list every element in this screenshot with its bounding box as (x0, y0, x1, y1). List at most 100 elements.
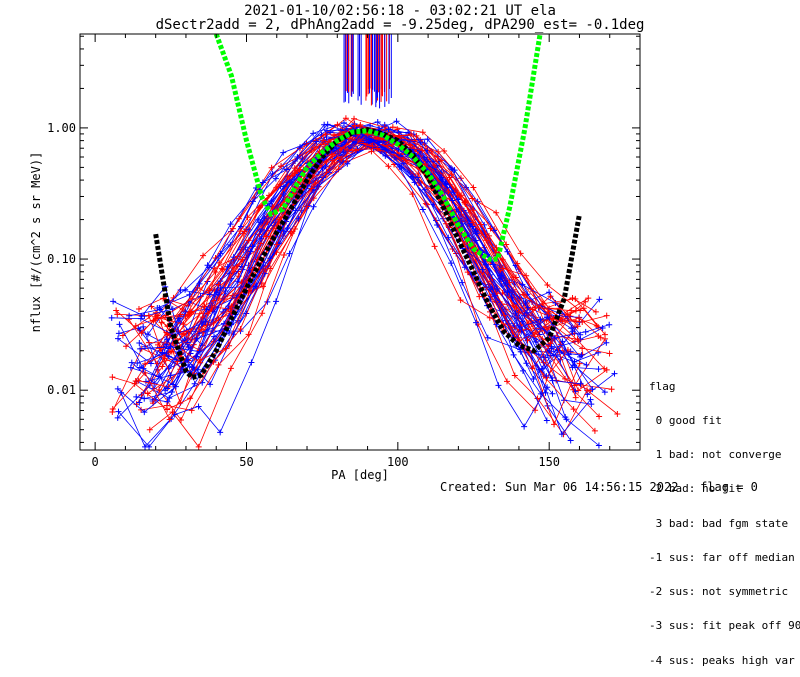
data-point-marker (308, 185, 315, 192)
data-point-marker (385, 163, 392, 170)
data-point-marker (237, 228, 244, 235)
data-point-marker (240, 230, 247, 237)
data-point-marker (500, 265, 507, 272)
data-point-marker (280, 228, 287, 235)
data-point-marker (218, 265, 225, 272)
data-point-marker (476, 293, 483, 300)
data-point-marker (523, 309, 530, 316)
data-point-marker (256, 204, 263, 211)
data-point-marker (487, 286, 494, 293)
data-point-marker (185, 343, 192, 350)
data-point-marker (424, 136, 431, 143)
data-point-marker (357, 121, 364, 128)
data-point-marker (222, 288, 229, 295)
data-point-marker (382, 146, 389, 153)
data-point-marker (114, 414, 121, 421)
data-point-marker (110, 298, 117, 305)
data-point-marker (115, 335, 122, 342)
data-point-marker (140, 323, 147, 330)
data-point-marker (222, 345, 229, 352)
data-point-marker (199, 314, 206, 321)
data-point-marker (428, 148, 435, 155)
data-group (108, 34, 621, 450)
data-point-marker (182, 313, 189, 320)
footer-flag: flag = 0 (700, 480, 758, 494)
data-point-marker (167, 372, 174, 379)
measured-curve (137, 129, 546, 394)
data-point-marker (188, 407, 195, 414)
data-point-marker (267, 265, 274, 272)
data-point-marker (457, 175, 464, 182)
footer-created: Created: Sun Mar 06 14:56:15 2022 (440, 480, 679, 494)
data-point-marker (519, 318, 526, 325)
data-point-marker (504, 378, 511, 385)
data-point-marker (267, 255, 274, 262)
data-point-marker (268, 198, 275, 205)
data-point-marker (263, 233, 270, 240)
data-point-marker (596, 296, 603, 303)
data-point-marker (202, 318, 209, 325)
data-point-marker (572, 295, 579, 302)
data-point-marker (583, 361, 590, 368)
y-axis-label: nflux [#/(cm^2 s sr MeV)] (29, 152, 43, 333)
data-point-marker (544, 313, 551, 320)
data-point-marker (565, 351, 572, 358)
data-point-marker (141, 409, 148, 416)
data-point-marker (461, 264, 468, 271)
data-point-marker (280, 149, 287, 156)
data-point-marker (495, 382, 502, 389)
data-point-marker (280, 190, 287, 197)
data-point-marker (549, 377, 556, 384)
data-point-marker (131, 380, 138, 387)
data-point-marker (283, 166, 290, 173)
data-point-marker (587, 396, 594, 403)
data-point-marker (334, 121, 341, 128)
data-point-marker (532, 304, 539, 311)
data-point-marker (249, 198, 256, 205)
data-point-marker (445, 234, 452, 241)
data-point-marker (211, 333, 218, 340)
data-point-marker (236, 215, 243, 222)
data-point-marker (551, 334, 558, 341)
data-point-marker (545, 310, 552, 317)
data-point-marker (532, 338, 539, 345)
measured-curve (154, 138, 592, 405)
data-point-marker (515, 266, 522, 273)
data-point-marker (498, 300, 505, 307)
data-point-marker (602, 331, 609, 338)
data-point-marker (579, 318, 586, 325)
data-point-marker (205, 264, 212, 271)
data-point-marker (595, 349, 602, 356)
legend-item: -3 sus: fit peak off 90 (649, 619, 800, 633)
data-point-marker (328, 151, 335, 158)
data-point-marker (338, 156, 345, 163)
data-point-marker (259, 283, 266, 290)
legend-item: 2 bad: no fit (649, 482, 742, 496)
data-point-marker (608, 386, 615, 393)
data-point-marker (187, 395, 194, 402)
data-point-marker (548, 345, 555, 352)
data-point-marker (189, 364, 196, 371)
data-point-marker (445, 188, 452, 195)
data-point-marker (448, 260, 455, 267)
data-point-marker (446, 174, 453, 181)
data-point-marker (595, 366, 602, 373)
data-point-marker (421, 140, 428, 147)
data-point-marker (144, 390, 151, 397)
data-point-marker (227, 221, 234, 228)
data-point-marker (596, 413, 603, 420)
data-point-marker (438, 157, 445, 164)
measured-curve (120, 128, 600, 448)
legend-item: -2 sus: not symmetric (649, 585, 789, 599)
data-point-marker (614, 411, 621, 418)
chart-title-line2: dSectr2add = 2, dPhAng2add = -9.25deg, d… (155, 17, 645, 33)
data-point-marker (275, 216, 282, 223)
data-point-marker (310, 203, 317, 210)
data-point-marker (215, 361, 222, 368)
data-point-marker (574, 323, 581, 330)
data-point-marker (577, 353, 584, 360)
data-point-marker (286, 250, 293, 257)
data-point-marker (577, 307, 584, 314)
data-point-marker (313, 138, 320, 145)
data-point-marker (523, 272, 530, 279)
